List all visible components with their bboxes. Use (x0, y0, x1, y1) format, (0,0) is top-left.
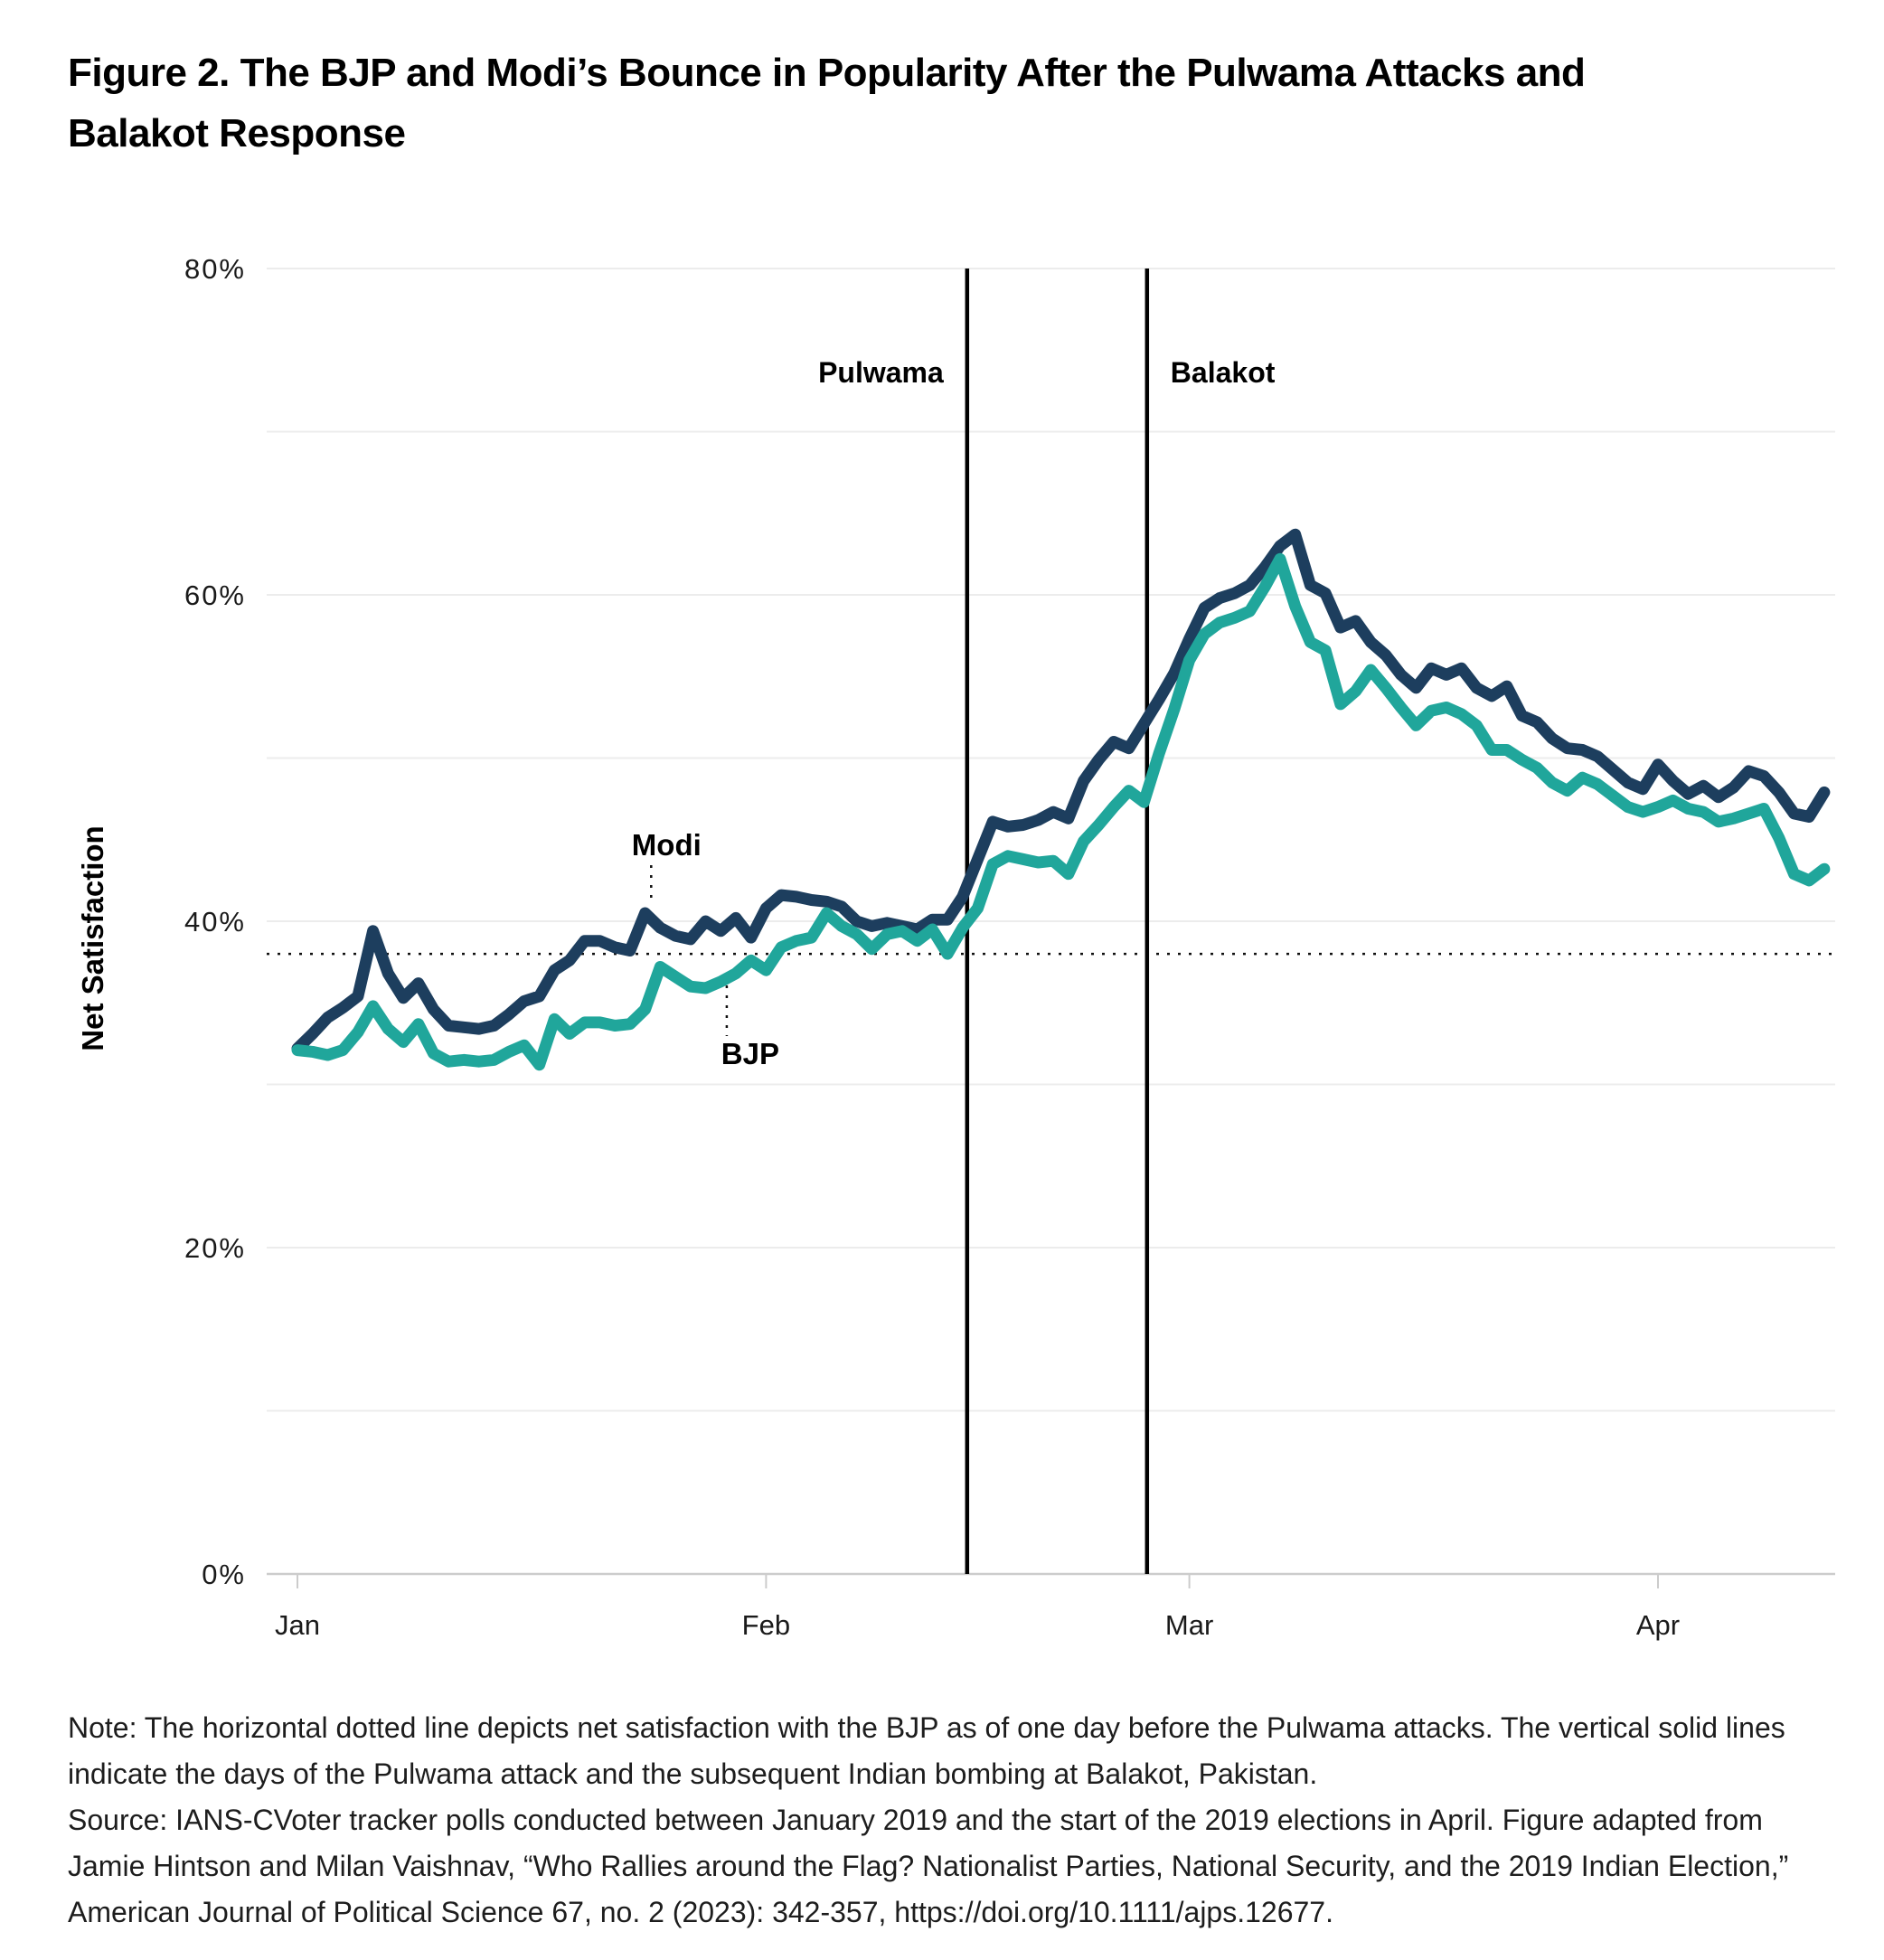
y-tick-label-20: 20% (184, 1232, 246, 1264)
series-label-bjp: BJP (721, 1037, 779, 1070)
x-tick-label-Jan: Jan (275, 1609, 320, 1641)
x-tick-label-Feb: Feb (742, 1609, 790, 1641)
figure-title-line2: Balakot Response (68, 111, 406, 155)
note-text: Note: The horizontal dotted line depicts… (68, 1711, 1785, 1790)
figure-title: Figure 2. The BJP and Modi’s Bounce in P… (68, 42, 1586, 164)
modi-line (291, 528, 1831, 1055)
chart-notes: Note: The horizontal dotted line depicts… (68, 1705, 1844, 1936)
y-tick-label-60: 60% (184, 580, 246, 611)
figure-title-line1: Figure 2. The BJP and Modi’s Bounce in P… (68, 51, 1586, 95)
bjp-line (291, 552, 1831, 1071)
y-tick-label-80: 80% (184, 253, 246, 285)
x-tick-label-Apr: Apr (1636, 1609, 1680, 1641)
event-label-balakot: Balakot (1171, 356, 1276, 389)
y-tick-label-0: 0% (202, 1559, 246, 1590)
series-label-modi: Modi (632, 828, 702, 862)
y-tick-label-40: 40% (184, 906, 246, 938)
x-tick-label-Mar: Mar (1165, 1609, 1213, 1641)
source-text: Source: IANS-CVoter tracker polls conduc… (68, 1804, 1789, 1928)
event-label-pulwama: Pulwama (818, 356, 944, 389)
